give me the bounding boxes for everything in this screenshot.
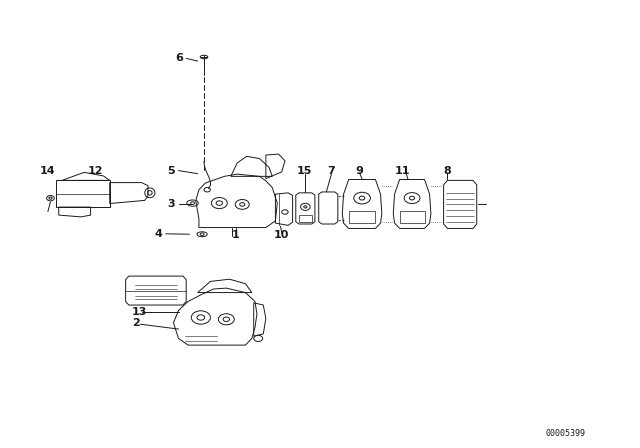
Text: 14: 14 — [40, 167, 55, 177]
Text: 7: 7 — [328, 167, 335, 177]
Text: 4: 4 — [154, 229, 162, 239]
Text: 3: 3 — [167, 199, 175, 209]
Text: 12: 12 — [88, 167, 104, 177]
Text: 10: 10 — [274, 230, 289, 240]
Text: 9: 9 — [356, 166, 364, 176]
Text: 6: 6 — [175, 53, 183, 63]
Bar — [299, 215, 312, 222]
Text: 1: 1 — [232, 230, 240, 240]
Text: 15: 15 — [297, 167, 312, 177]
Text: 8: 8 — [444, 166, 451, 176]
Text: 00005399: 00005399 — [545, 429, 586, 438]
Bar — [349, 211, 376, 223]
Text: 13: 13 — [132, 307, 147, 317]
Text: 5: 5 — [167, 166, 175, 176]
Text: 11: 11 — [395, 166, 411, 176]
Bar — [399, 211, 424, 223]
Text: 2: 2 — [132, 318, 140, 328]
